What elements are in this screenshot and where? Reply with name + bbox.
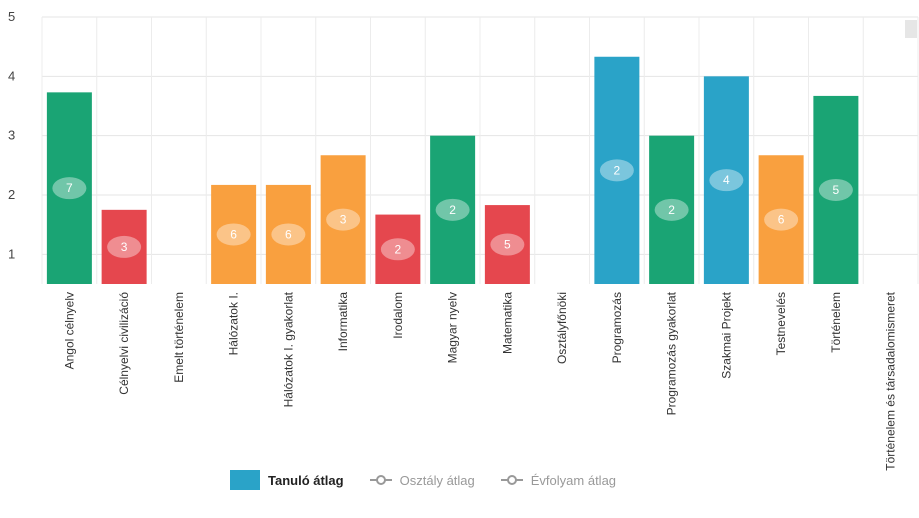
count-badge <box>380 238 415 261</box>
legend-item-evfolyam[interactable]: Évfolyam átlag <box>500 472 617 488</box>
bar <box>101 209 147 284</box>
bar <box>484 205 530 284</box>
bar <box>430 135 476 284</box>
count-badge <box>271 223 306 246</box>
x-tick-label: Angol célnyelv <box>62 292 76 369</box>
x-tick-label: Történelem és társadalomismeret <box>884 291 898 470</box>
x-tick-label: Hálózatok I. gyakorlat <box>281 291 295 407</box>
x-tick-label: Matematika <box>500 292 514 354</box>
count-badge <box>216 223 251 246</box>
count-badge-label: 6 <box>778 213 785 227</box>
y-tick-label: 3 <box>8 128 15 143</box>
count-badge-label: 2 <box>614 163 621 177</box>
count-badge <box>654 198 689 221</box>
x-tick-label: Osztályfőnöki <box>555 292 569 364</box>
count-badge-label: 6 <box>230 227 237 241</box>
x-tick-label: Célnyelvi civilizáció <box>117 292 131 395</box>
x-tick-label: Magyar nyelv <box>446 292 460 363</box>
bar <box>594 56 640 285</box>
count-badge <box>764 208 799 231</box>
x-tick-label: Hálózatok I. <box>227 292 241 355</box>
y-tick-label: 4 <box>8 68 15 83</box>
count-badge <box>435 198 470 221</box>
count-badge-label: 3 <box>121 240 128 254</box>
bar <box>703 76 749 284</box>
count-badge <box>107 235 142 258</box>
legend-label-osztaly: Osztály átlag <box>399 472 475 488</box>
count-badge-label: 4 <box>723 173 730 187</box>
x-tick-label: Szakmai Projekt <box>719 291 733 378</box>
bar <box>320 155 366 284</box>
x-tick-label: Programozás <box>610 292 624 363</box>
bar <box>649 135 695 284</box>
bar <box>375 214 421 284</box>
count-badge <box>490 233 525 256</box>
count-badge-label: 2 <box>449 203 456 217</box>
y-tick-label: 2 <box>8 187 15 202</box>
y-tick-label: 1 <box>8 246 15 261</box>
count-badge-label: 5 <box>504 238 511 252</box>
scrollbar-thumb[interactable] <box>905 20 917 38</box>
bar <box>265 184 311 284</box>
count-badge <box>709 169 744 192</box>
count-badge <box>818 178 853 201</box>
x-tick-label: Informatika <box>336 292 350 352</box>
count-badge-label: 6 <box>285 227 292 241</box>
legend-item-tanulo[interactable]: Tanuló átlag <box>230 470 344 490</box>
bar <box>813 95 859 284</box>
x-tick-label: Testnevelés <box>774 292 788 355</box>
x-tick-label: Emelt történelem <box>172 292 186 383</box>
count-badge <box>52 177 87 200</box>
legend-item-osztaly[interactable]: Osztály átlag <box>369 472 475 488</box>
count-badge <box>326 208 361 231</box>
y-tick-label: 5 <box>8 9 15 24</box>
x-tick-label: Történelem <box>829 292 843 353</box>
legend-label-tanulo: Tanuló átlag <box>268 472 344 488</box>
bar <box>758 155 804 284</box>
x-tick-label: Irodalom <box>391 292 405 339</box>
legend-swatch-tanulo <box>230 470 260 490</box>
bar <box>211 184 257 284</box>
count-badge-label: 2 <box>395 242 402 256</box>
count-badge-label: 7 <box>66 181 73 195</box>
count-badge <box>599 159 634 182</box>
legend: Tanuló átlag Osztály átlag Évfolyam átla… <box>230 470 616 490</box>
count-badge-label: 5 <box>833 183 840 197</box>
legend-line-marker-icon <box>500 475 523 485</box>
count-badge-label: 2 <box>668 203 675 217</box>
legend-line-marker-icon <box>369 475 392 485</box>
legend-label-evfolyam: Évfolyam átlag <box>530 472 617 488</box>
count-badge-label: 3 <box>340 213 347 227</box>
bar <box>46 92 92 284</box>
x-tick-label: Programozás gyakorlat <box>665 291 679 415</box>
